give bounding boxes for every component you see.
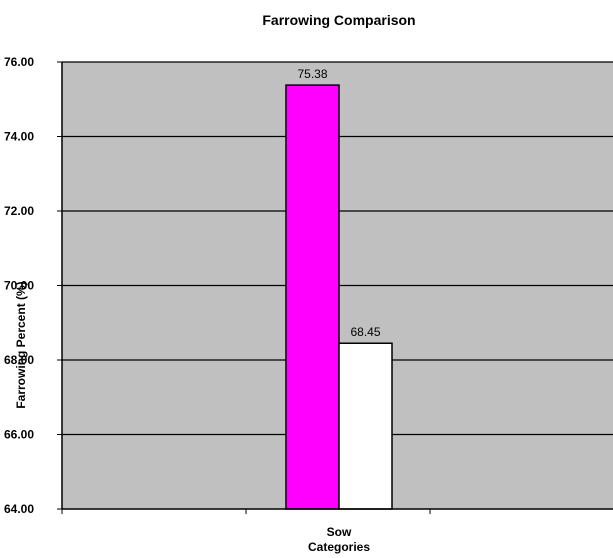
y-tick-label: 74.00 xyxy=(4,130,34,144)
y-tick-label: 68.00 xyxy=(4,353,34,367)
x-axis-label-line1: Sow xyxy=(327,525,352,539)
bar-value-label: 75.38 xyxy=(297,67,327,81)
bar xyxy=(338,342,393,510)
bars: 75.38 68.45 xyxy=(285,67,393,510)
y-tick-label: 64.00 xyxy=(4,502,34,516)
y-tick-label: 70.00 xyxy=(4,279,34,293)
y-axis-label: Farrowing Percent (%) xyxy=(14,281,28,408)
y-tick-label: 66.00 xyxy=(4,428,34,442)
bar-value-label: 68.45 xyxy=(350,325,380,339)
x-axis-label-line2: Categories xyxy=(308,540,370,554)
y-tick-label: 76.00 xyxy=(4,55,34,69)
y-tick-label: 72.00 xyxy=(4,204,34,218)
chart-title: Farrowing Comparison xyxy=(262,12,415,28)
bar xyxy=(285,84,340,510)
y-axis-ticks: 76.00 74.00 72.00 70.00 68.00 66.00 64.00 xyxy=(4,55,62,516)
